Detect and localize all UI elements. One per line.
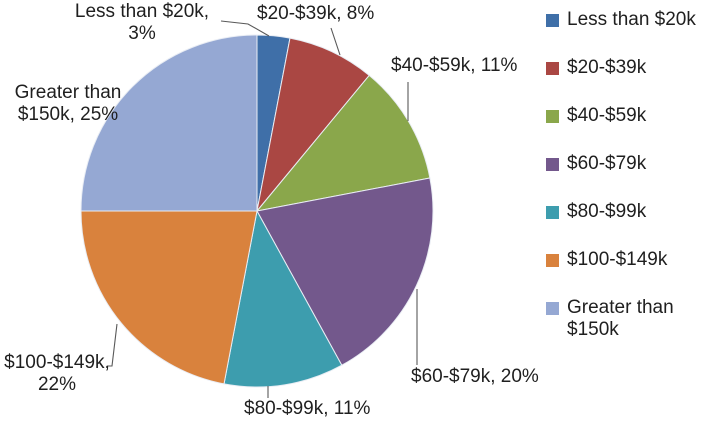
pie-slice-5 <box>80 210 258 385</box>
pie-slice-3 <box>256 177 434 366</box>
data-label-20-39k: $20-$39k, 8% <box>257 3 375 24</box>
pie-slice-6 <box>80 34 258 212</box>
data-label-40-59k: $40-$59k, 11% <box>391 55 518 76</box>
legend: Less than $20k $20-$39k $40-$59k $60-$79… <box>546 9 723 415</box>
data-label-line: $150k, 25% <box>17 104 119 126</box>
data-label-greater-150k: Greater than $150k, 25% <box>0 82 138 127</box>
legend-label: $40-$59k <box>567 105 647 126</box>
legend-label: Greater than $150k <box>567 297 674 341</box>
pie-slice-4 <box>223 210 343 388</box>
pie-slice-1 <box>256 37 370 212</box>
legend-item: Greater than $150k <box>546 297 717 341</box>
legend-item: $40-$59k <box>546 105 717 127</box>
legend-item: $80-$99k <box>546 201 717 223</box>
legend-label: $20-$39k <box>567 57 647 78</box>
legend-swatch <box>546 62 559 75</box>
legend-swatch <box>546 14 559 27</box>
legend-swatch <box>546 206 559 219</box>
data-label-line: Less than $20k, <box>74 1 210 22</box>
legend-item: $20-$39k <box>546 57 717 79</box>
legend-item: $60-$79k <box>546 153 717 175</box>
legend-item: Less than $20k <box>546 9 717 31</box>
leader-lines <box>107 20 418 398</box>
data-label-100-149k: $100-$149k, 22% <box>0 352 118 397</box>
legend-label: $60-$79k <box>567 153 647 174</box>
data-label-line: 3% <box>128 23 156 45</box>
data-label-line: 22% <box>37 374 77 396</box>
legend-swatch <box>546 302 559 315</box>
pie-slices <box>80 34 434 388</box>
pie-slice-2 <box>256 74 431 212</box>
leader-line-100-149k <box>107 323 118 367</box>
data-label-line: $100-$149k, <box>4 352 110 373</box>
legend-label: $80-$99k <box>567 201 647 222</box>
legend-label: $100-$149k <box>567 249 668 270</box>
leader-line-20-39k <box>330 27 341 56</box>
legend-swatch <box>546 110 559 123</box>
data-label-80-99k: $80-$99k, 11% <box>244 398 371 419</box>
legend-item: $100-$149k <box>546 249 717 271</box>
legend-label: Less than $20k <box>567 9 696 30</box>
leader-line-less-than-20k <box>220 20 270 37</box>
data-label-line: Greater than <box>14 82 122 103</box>
legend-swatch <box>546 254 559 267</box>
data-label-60-79k: $60-$79k, 20% <box>411 366 539 387</box>
legend-swatch <box>546 158 559 171</box>
data-label-less-than-20k: Less than $20k, 3% <box>62 1 222 46</box>
